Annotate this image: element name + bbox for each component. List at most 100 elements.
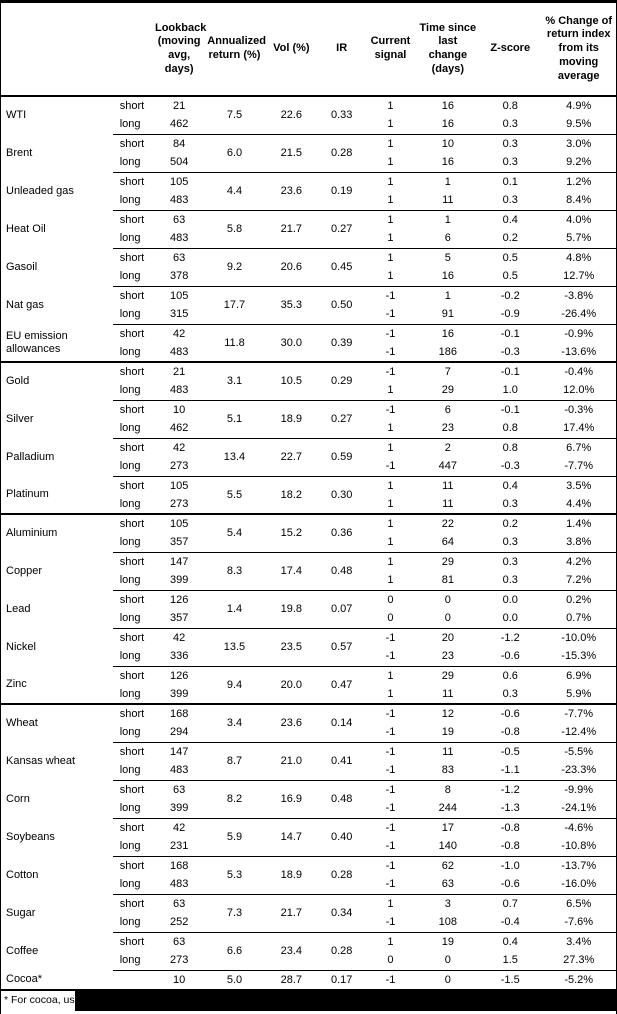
vol-value: 23.4: [263, 931, 320, 970]
side-label: short: [112, 551, 153, 571]
time-since-value: 19: [416, 931, 480, 951]
time-since-value: 29: [416, 665, 480, 685]
lookback-value: 84: [152, 133, 206, 153]
commodity-subrow: long 336 -1 23 -0.6 -15.3%: [1, 647, 616, 666]
signal-value: -1: [364, 969, 417, 989]
ir-value: 0.34: [319, 893, 365, 932]
lookback-value: 462: [169, 118, 189, 131]
vol-value: 20.0: [263, 665, 320, 704]
lookback-value: 63: [152, 779, 206, 799]
commodity-name: Unleaded gas: [6, 184, 74, 197]
z-score-value: -1.3: [500, 802, 520, 815]
commodity-name: Kansas wheat: [6, 754, 76, 767]
lookback-value: 10: [152, 969, 206, 989]
time-since-value: 3: [416, 893, 480, 913]
signal-value: 0: [364, 589, 417, 609]
vol-value: 30.0: [263, 323, 320, 362]
pct-change-value: -5.5%: [541, 741, 616, 761]
z-score-value: -1.1: [500, 764, 520, 777]
lookback-value: 42: [152, 323, 206, 343]
header-lookback: Lookback (moving avg, days): [152, 3, 206, 97]
signal-value: -1: [364, 399, 417, 419]
lookback-value: 483: [169, 345, 189, 358]
ir-value: 0.40: [319, 817, 365, 856]
side-label: short: [112, 285, 153, 305]
lookback-value: 252: [169, 916, 189, 929]
signal-value: 1: [387, 687, 394, 700]
lookback-value: 378: [169, 270, 189, 283]
header-current-signal: Current signal: [364, 3, 417, 97]
commodity-name: Gasoil: [6, 260, 38, 273]
lookback-value: 483: [169, 764, 189, 777]
pct-change-value: 1.4%: [541, 513, 616, 533]
commodity-name: Cocoa*: [6, 973, 43, 986]
ir-value: 0.57: [319, 627, 365, 666]
lookback-value: 105: [152, 513, 206, 533]
annualized-return-value: 7.5: [226, 109, 243, 122]
signal-value: -1: [385, 802, 396, 815]
side-label: short: [112, 475, 153, 495]
commodity-subrow: long 252 -1 108 -0.4 -7.6%: [1, 913, 616, 932]
commodity-subrow: long 357 0 0 0.0 0.7%: [1, 609, 616, 628]
lookback-value: 147: [152, 551, 206, 571]
commodity-name: Silver: [6, 412, 34, 425]
commodity-subrow: long 462 1 23 0.8 17.4%: [1, 419, 616, 438]
signal-value: 1: [364, 247, 417, 267]
z-score-value: -0.9: [500, 308, 520, 321]
z-score-value: 0.5: [479, 247, 542, 267]
commodity-subrow: long 483 -1 63 -0.6 -16.0%: [1, 875, 616, 894]
top-rule: [1, 0, 616, 3]
lookback-value: 63: [152, 931, 206, 951]
z-score-value: -0.6: [500, 878, 520, 891]
commodity-subrow: long 273 -1 447 -0.3 -7.7%: [1, 457, 616, 476]
commodity-row: Aluminium short 105 5.4 15.2 0.36 1 22 0.2 1.4%: [1, 513, 616, 552]
side-label: short: [112, 247, 153, 267]
side-label: short: [112, 589, 153, 609]
signal-value: -1: [385, 460, 396, 473]
commodity-name: Palladium: [6, 450, 55, 463]
signal-value: 1: [364, 133, 417, 153]
pct-change-value: 9.2%: [566, 156, 592, 169]
z-score-value: 0.2: [479, 513, 542, 533]
pct-change-value: -4.6%: [541, 817, 616, 837]
annualized-return-value: 8.7: [205, 741, 264, 780]
signal-value: -1: [364, 361, 417, 381]
time-since-value: 1: [416, 209, 480, 229]
pct-change-value: 1.2%: [541, 171, 616, 191]
signal-value: 1: [364, 437, 417, 457]
side-label: short: [112, 931, 153, 951]
time-since-value: 0: [444, 612, 451, 625]
side-label: long: [119, 916, 141, 929]
time-since-value: 10: [416, 133, 480, 153]
vol-value: 23.6: [263, 171, 320, 210]
annualized-return-value: 5.3: [205, 855, 264, 894]
side-label: [112, 969, 153, 989]
ir-value: 0.28: [319, 931, 365, 970]
time-since-value: 447: [438, 460, 458, 473]
annualized-return-value: 6.0: [205, 133, 264, 172]
ir-value: 0.39: [319, 323, 365, 362]
pct-change-value: -5.2%: [541, 969, 616, 989]
signal-value: 1: [364, 551, 417, 571]
lookback-value: 399: [169, 802, 189, 815]
commodity-subrow: long 294 -1 19 -0.8 -12.4%: [1, 723, 616, 742]
time-since-value: 6: [416, 399, 480, 419]
commodity-row: Silver short 10 5.1 18.9 0.27 -1 6 -0.1 -0.3%: [1, 399, 616, 438]
ir-value: 0.17: [319, 969, 365, 989]
lookback-value: 63: [152, 247, 206, 267]
pct-change-value: -12.4%: [561, 726, 597, 739]
ir-value: 0.48: [319, 779, 365, 818]
z-score-value: 0.7: [479, 893, 542, 913]
commodity-subrow: long 273 0 0 1.5 27.3%: [1, 951, 616, 970]
lookback-value: 273: [169, 954, 189, 967]
pct-change-value: 4.0%: [541, 209, 616, 229]
time-since-value: 12: [416, 703, 480, 723]
commodity-name: EU emission allowances: [6, 329, 68, 355]
lookback-value: 483: [169, 232, 189, 245]
pct-change-value: 4.4%: [566, 497, 592, 510]
header-z-score: Z-score: [479, 3, 542, 97]
vol-value: 17.4: [263, 551, 320, 590]
header-annualized-return: Annualized return (%): [205, 3, 266, 97]
pct-change-value: -13.6%: [561, 345, 597, 358]
